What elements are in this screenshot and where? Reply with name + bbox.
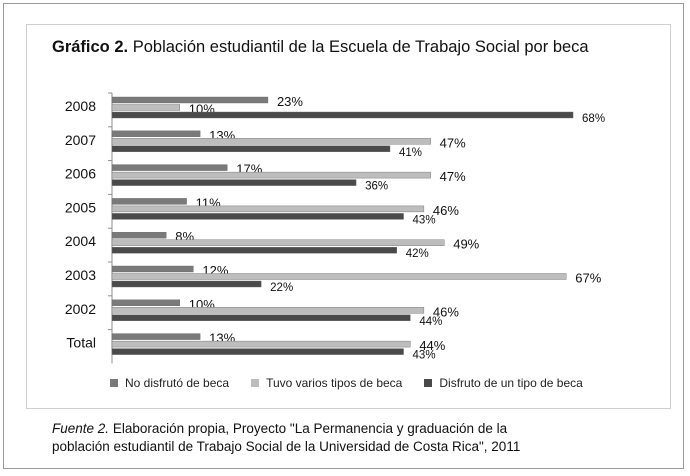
legend-swatch-no-disfruto <box>110 379 118 387</box>
bar <box>111 164 228 171</box>
data-label: 41% <box>399 147 422 159</box>
data-label: 46% <box>433 203 459 218</box>
source-line-2: población estudiantil de Trabajo Social … <box>52 439 521 454</box>
bar <box>111 96 269 104</box>
category-label: 2002 <box>65 301 96 317</box>
bar <box>111 348 404 355</box>
bar <box>111 104 181 111</box>
bar <box>111 231 167 239</box>
data-label: 47% <box>440 169 466 184</box>
legend-label-no-disfruto: No disfrutó de beca <box>125 376 230 390</box>
bar <box>111 333 201 340</box>
source-label: Fuente 2. <box>52 421 110 436</box>
source-line-1: Elaboración propia, Proyecto "La Permane… <box>112 421 508 436</box>
data-label: 23% <box>277 94 303 109</box>
bar <box>111 138 431 145</box>
bar <box>111 340 411 348</box>
data-label: 42% <box>406 248 429 260</box>
legend: No disfrutó de beca Tuvo varios tipos de… <box>110 376 583 390</box>
legend-item-no-disfruto: No disfrutó de beca <box>110 376 229 390</box>
legend-swatch-varios-tipos <box>251 379 260 387</box>
bar <box>111 280 262 288</box>
chart-title: Gráfico 2. Población estudiantil de la E… <box>52 38 589 57</box>
legend-label-un-tipo: Disfruto de un tipo de beca <box>439 376 583 390</box>
bar <box>111 171 431 179</box>
data-label: 68% <box>582 113 605 125</box>
data-label: 43% <box>413 214 436 226</box>
data-label: 36% <box>365 181 388 193</box>
legend-label-varios-tipos: Tuvo varios tipos de beca <box>266 376 403 390</box>
bar <box>111 239 445 246</box>
legend-item-un-tipo: Disfruto de un tipo de beca <box>424 376 583 390</box>
category-label: 2008 <box>65 98 96 114</box>
bar <box>111 314 411 321</box>
bar <box>111 111 574 119</box>
bar <box>111 213 404 220</box>
legend-item-varios-tipos: Tuvo varios tipos de beca <box>251 376 402 390</box>
data-label: 44% <box>419 338 445 353</box>
category-label: 2003 <box>65 267 96 283</box>
bar <box>111 130 201 138</box>
bar <box>111 265 194 273</box>
bar <box>111 307 425 314</box>
bar <box>111 273 567 280</box>
source-note: Fuente 2. Elaboración propia, Proyecto "… <box>52 420 672 456</box>
data-label: 67% <box>575 271 601 286</box>
data-label: 22% <box>270 282 293 294</box>
category-label: 2005 <box>65 199 96 215</box>
bar <box>111 299 181 306</box>
category-label: 2007 <box>65 132 96 148</box>
data-label: 44% <box>419 316 442 328</box>
category-label: Total <box>66 335 96 351</box>
chart-title-number: Gráfico 2. <box>52 38 129 56</box>
category-label: 2004 <box>65 233 96 249</box>
data-label: 46% <box>433 304 459 319</box>
data-label: 49% <box>453 237 479 252</box>
chart-title-text: Población estudiantil de la Escuela de T… <box>132 38 589 56</box>
legend-swatch-un-tipo <box>424 379 433 387</box>
data-label: 47% <box>440 135 466 150</box>
bar <box>111 205 425 213</box>
bar <box>111 145 391 153</box>
bar <box>111 179 357 186</box>
category-label: 2006 <box>65 166 96 182</box>
bar <box>111 246 397 254</box>
data-label: 43% <box>413 350 436 362</box>
bar <box>111 198 187 205</box>
